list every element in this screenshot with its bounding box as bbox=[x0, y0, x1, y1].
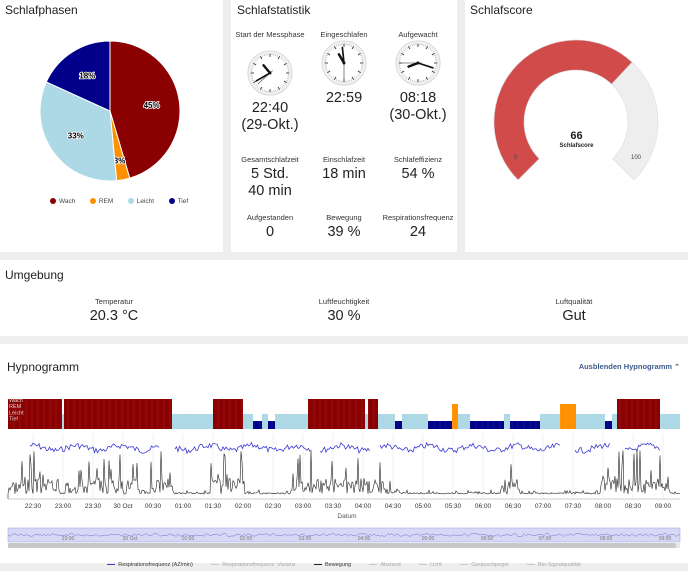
x-tick-label: 04:30 bbox=[385, 503, 402, 510]
sleep-score-label: Schlafscore bbox=[465, 143, 688, 149]
navigator-tick-label: 30 Oct bbox=[123, 536, 138, 542]
clock-start-icon bbox=[247, 50, 293, 96]
stage-label-tief: Tief bbox=[9, 417, 18, 423]
woke-label: Aufgewacht bbox=[383, 30, 453, 40]
start-time: 22:40 bbox=[235, 100, 305, 117]
humidity-label: Luftfeuchtigkeit bbox=[264, 297, 424, 306]
sleep-phases-card: Schlafphasen 45%3%33%18% Wach REM Leicht… bbox=[0, 0, 223, 252]
navigator-scroll-thumb bbox=[8, 543, 676, 548]
x-tick-label: 08:30 bbox=[625, 503, 642, 510]
navigator-tick-label: 08:00 bbox=[600, 536, 613, 542]
environment-title: Umgebung bbox=[5, 268, 64, 282]
x-tick-label: 04:00 bbox=[355, 503, 372, 510]
x-tick-label: 06:30 bbox=[505, 503, 522, 510]
x-tick-label: 01:00 bbox=[175, 503, 192, 510]
hypnogram-legend: Respirationsfrequenz (AZ/min) Respiratio… bbox=[0, 553, 688, 571]
x-tick-label: 23:30 bbox=[85, 503, 102, 510]
temperature-value: 20.3 °C bbox=[34, 308, 194, 324]
x-tick-label: 01:30 bbox=[205, 503, 222, 510]
resp-label: Respirationsfrequenz bbox=[379, 213, 457, 222]
clock-woke-icon bbox=[395, 40, 441, 86]
x-tick-label: 07:00 bbox=[535, 503, 552, 510]
total-sleep-value-hours: 5 Std. bbox=[235, 166, 305, 183]
navigator-tick-label: 23:00 bbox=[62, 536, 75, 542]
navigator-tick-label: 05:00 bbox=[422, 536, 435, 542]
clock-asleep-icon bbox=[321, 40, 367, 86]
stage-label-wach: Wach bbox=[9, 398, 23, 404]
respiration-rate-line bbox=[30, 443, 660, 454]
air-quality-value: Gut bbox=[494, 308, 654, 324]
navigator-tick-label: 02:00 bbox=[240, 536, 253, 542]
woke-date: (30-Okt.) bbox=[383, 107, 453, 124]
x-tick-label: 22:30 bbox=[25, 503, 42, 510]
x-tick-label: 00:30 bbox=[145, 503, 162, 510]
sleep-score-gauge bbox=[465, 30, 688, 180]
latency-label: Einschlafzeit bbox=[309, 155, 379, 164]
latency-value: 18 min bbox=[309, 166, 379, 183]
legend-item-leicht[interactable]: Leicht bbox=[128, 198, 154, 205]
start-label: Start der Messphase bbox=[235, 30, 305, 50]
x-tick-label: 05:30 bbox=[445, 503, 462, 510]
pie-label-tief: 18% bbox=[79, 72, 95, 81]
stage-label-leicht: Leicht bbox=[9, 410, 24, 416]
x-tick-label: 07:30 bbox=[565, 503, 582, 510]
x-tick-label: 02:30 bbox=[265, 503, 282, 510]
navigator-tick-label: 06:00 bbox=[481, 536, 494, 542]
sleep-score-card: Schlafscore 66 Schlafscore 0 100 bbox=[465, 0, 688, 252]
legend-item-wach[interactable]: Wach bbox=[50, 198, 75, 205]
sleep-phases-legend: Wach REM Leicht Tief bbox=[50, 190, 198, 208]
air-quality-label: Luftqualität bbox=[494, 297, 654, 306]
woke-time: 08:18 bbox=[383, 90, 453, 107]
sleep-statistics-title: Schlafstatistik bbox=[237, 3, 310, 17]
movement-line bbox=[8, 449, 680, 499]
resp-value: 24 bbox=[379, 224, 457, 241]
asleep-time: 22:59 bbox=[309, 90, 379, 107]
x-axis-label: Datum bbox=[337, 513, 356, 520]
efficiency-label: Schlafeffizienz bbox=[383, 155, 453, 164]
legend-item-tief[interactable]: Tief bbox=[169, 198, 189, 205]
start-date: (29-Okt.) bbox=[235, 117, 305, 134]
total-sleep-value-minutes: 40 min bbox=[235, 183, 305, 200]
sleep-phases-pie-chart: 45%3%33%18% bbox=[0, 18, 223, 203]
movement-label: Bewegung bbox=[309, 213, 379, 222]
navigator-tick-label: 03:00 bbox=[299, 536, 312, 542]
x-tick-label: 08:00 bbox=[595, 503, 612, 510]
total-sleep-label: Gesamtschlafzeit bbox=[235, 155, 305, 164]
pie-label-leicht: 33% bbox=[68, 131, 84, 140]
x-tick-label: 03:30 bbox=[325, 503, 342, 510]
asleep-label: Eingeschlafen bbox=[309, 30, 379, 40]
up-value: 0 bbox=[235, 224, 305, 241]
efficiency-value: 54 % bbox=[383, 166, 453, 183]
sleep-score-max: 100 bbox=[631, 155, 641, 161]
pie-label-wach: 45% bbox=[144, 101, 160, 110]
x-tick-label: 06:00 bbox=[475, 503, 492, 510]
stage-label-rem: REM bbox=[9, 404, 22, 410]
environment-section: Umgebung Temperatur 20.3 °C Luftfeuchtig… bbox=[0, 260, 688, 336]
sleep-phases-title: Schlafphasen bbox=[5, 3, 78, 17]
sleep-statistics-card: Schlafstatistik Start der Messphase 22:4… bbox=[231, 0, 457, 252]
humidity-value: 30 % bbox=[264, 308, 424, 324]
sleep-score-value: 66 bbox=[465, 130, 688, 142]
sleep-score-title: Schlafscore bbox=[470, 3, 533, 17]
x-tick-label: 09:00 bbox=[655, 503, 672, 510]
navigator-tick-label: 07:00 bbox=[539, 536, 552, 542]
temperature-label: Temperatur bbox=[34, 297, 194, 306]
navigator-tick-label: 04:00 bbox=[358, 536, 371, 542]
x-tick-label: 02:00 bbox=[235, 503, 252, 510]
x-tick-label: 03:00 bbox=[295, 503, 312, 510]
movement-value: 39 % bbox=[309, 224, 379, 241]
x-tick-label: 30 Oct bbox=[113, 503, 132, 510]
legend-item-rem[interactable]: REM bbox=[90, 198, 113, 205]
sleep-score-min: 0 bbox=[514, 155, 517, 161]
navigator-tick-label: 09:00 bbox=[659, 536, 672, 542]
up-label: Aufgestanden bbox=[235, 213, 305, 222]
x-tick-label: 05:00 bbox=[415, 503, 432, 510]
x-tick-label: 23:00 bbox=[55, 503, 72, 510]
navigator-tick-label: 01:00 bbox=[182, 536, 195, 542]
